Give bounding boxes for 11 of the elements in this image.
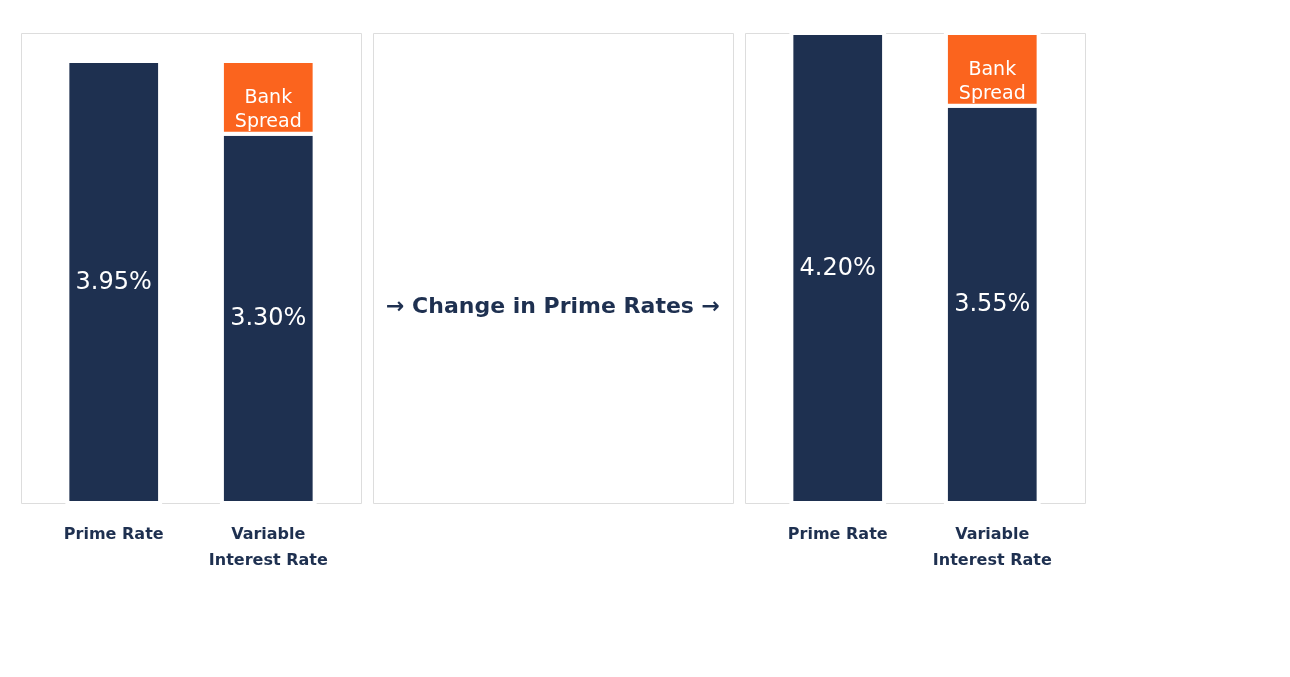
x-tick-label: Prime Rate [787, 523, 888, 543]
data-label: 3.30% [230, 303, 307, 332]
data-label: 3.95% [75, 266, 152, 295]
data-label: 4.20% [799, 253, 876, 281]
x-tick-label: Variable Interest Rate [208, 523, 328, 569]
series-label: Bank Spread [234, 85, 302, 132]
x-tick-label: Variable Interest Rate [932, 523, 1052, 569]
data-label: 3.55% [954, 289, 1031, 318]
text: → Change in Prime Rates → [385, 292, 721, 318]
x-tick-label: Prime Rate [63, 523, 164, 543]
series-label: Bank Spread [958, 57, 1026, 104]
